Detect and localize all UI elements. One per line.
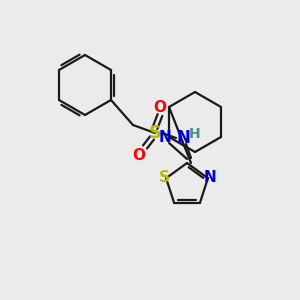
Text: O: O: [154, 100, 166, 115]
Text: N: N: [204, 170, 216, 185]
Text: N: N: [176, 129, 190, 147]
Text: N: N: [159, 130, 171, 145]
Text: H: H: [189, 127, 201, 141]
Text: S: S: [159, 170, 170, 185]
Text: O: O: [133, 148, 146, 163]
Text: S: S: [148, 124, 161, 142]
